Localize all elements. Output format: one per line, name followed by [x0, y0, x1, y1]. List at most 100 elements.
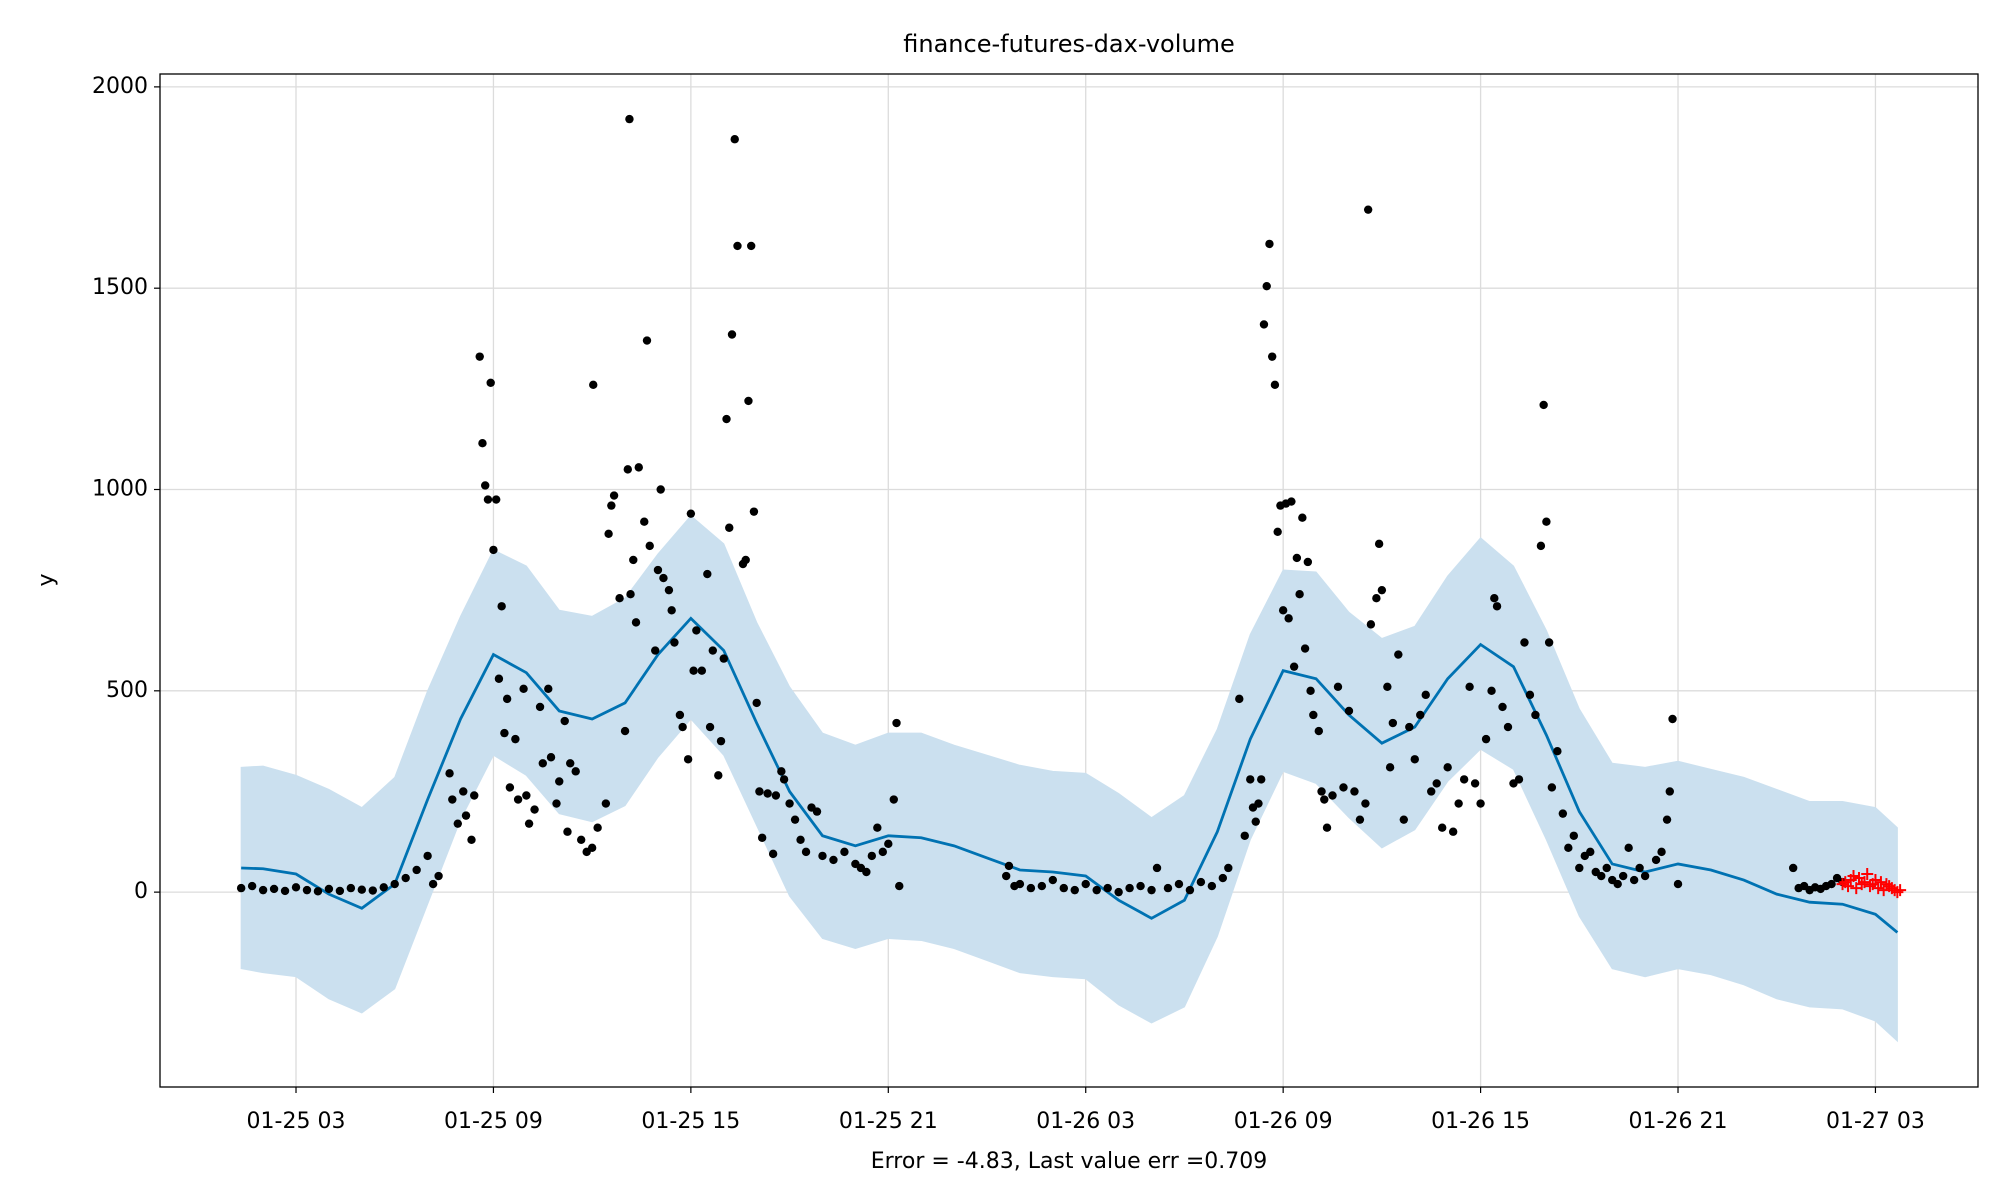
data-point [719, 654, 728, 663]
data-point [656, 485, 665, 494]
data-point [1443, 763, 1452, 772]
data-point [1405, 722, 1414, 732]
data-point [623, 465, 632, 474]
test-point [1872, 882, 1885, 895]
data-point [313, 887, 323, 896]
data-point [258, 885, 268, 895]
data-point [746, 241, 756, 251]
data-point [489, 545, 498, 555]
data-point [757, 833, 767, 842]
data-point [1388, 718, 1398, 728]
data-point [1385, 763, 1395, 772]
data-point [1048, 875, 1058, 885]
data-point [486, 378, 495, 388]
data-point [535, 702, 545, 712]
data-point [683, 755, 693, 764]
data-point [1298, 513, 1307, 522]
data-point [1575, 863, 1584, 873]
data-point [1448, 827, 1458, 836]
data-point [1270, 380, 1280, 390]
data-point [812, 807, 822, 816]
data-point [467, 835, 476, 844]
data-point [552, 799, 561, 808]
data-point [1235, 694, 1244, 704]
test-point [1836, 878, 1849, 891]
data-point [560, 716, 569, 726]
data-point [640, 517, 649, 526]
data-point [1251, 817, 1260, 826]
data-point [609, 491, 619, 500]
data-point [1487, 686, 1496, 696]
y-tick-label: 0 [134, 879, 148, 904]
data-point [615, 594, 624, 603]
data-point [1394, 650, 1403, 659]
data-point [1284, 614, 1293, 623]
data-point [1481, 734, 1491, 744]
data-point [519, 684, 528, 694]
test-point [1861, 868, 1874, 881]
data-point [1618, 871, 1628, 881]
data-point [563, 827, 572, 836]
test-point [1869, 874, 1882, 887]
data-point [653, 565, 663, 575]
data-point [1640, 871, 1650, 881]
data-point [714, 771, 723, 780]
data-point [1564, 843, 1573, 853]
data-point [749, 507, 759, 516]
data-point [1196, 877, 1206, 887]
data-point [491, 495, 501, 504]
data-point [889, 795, 898, 804]
data-point [862, 867, 871, 877]
data-point [645, 541, 654, 551]
data-point [1657, 847, 1666, 857]
data-point [1262, 281, 1271, 291]
data-point [357, 885, 367, 894]
data-point [1668, 714, 1677, 724]
data-point [1651, 855, 1661, 865]
data-point [840, 847, 849, 857]
data-point [664, 585, 674, 595]
data-point [1259, 320, 1269, 329]
data-point [1536, 541, 1546, 551]
data-point [708, 646, 718, 655]
data-point [675, 710, 685, 720]
data-point [629, 555, 638, 565]
data-point [1498, 702, 1507, 712]
data-point [716, 736, 726, 746]
y-axis-label: y [34, 573, 59, 586]
data-point [1322, 823, 1332, 832]
data-point [651, 646, 660, 655]
data-point [1185, 885, 1195, 895]
data-point [379, 883, 388, 892]
data-point [589, 380, 598, 390]
data-point [555, 777, 564, 786]
data-point [601, 799, 611, 808]
data-point [566, 759, 575, 768]
data-point [1586, 847, 1595, 857]
x-tick-label: 01-25 15 [641, 1109, 740, 1134]
data-point [1246, 775, 1255, 784]
data-point [1224, 863, 1233, 873]
data-point [771, 791, 781, 800]
data-point [895, 881, 904, 891]
x-tick-label: 01-25 09 [444, 1109, 543, 1134]
data-point [801, 847, 811, 857]
data-point [497, 602, 506, 611]
data-point [667, 606, 676, 615]
data-point [626, 589, 635, 599]
data-point [1254, 799, 1263, 808]
data-point [1673, 879, 1683, 889]
data-point [1300, 644, 1310, 653]
data-point [1114, 887, 1123, 897]
data-point [1303, 557, 1313, 567]
data-point [1476, 799, 1485, 808]
data-point [1662, 815, 1672, 824]
data-point [459, 787, 468, 796]
data-point [1416, 710, 1425, 720]
data-point [727, 330, 737, 339]
data-point [1520, 638, 1529, 647]
y-tick-label: 1500 [92, 275, 148, 300]
data-point [777, 767, 786, 776]
data-point [1525, 690, 1535, 700]
data-point [1295, 589, 1304, 599]
